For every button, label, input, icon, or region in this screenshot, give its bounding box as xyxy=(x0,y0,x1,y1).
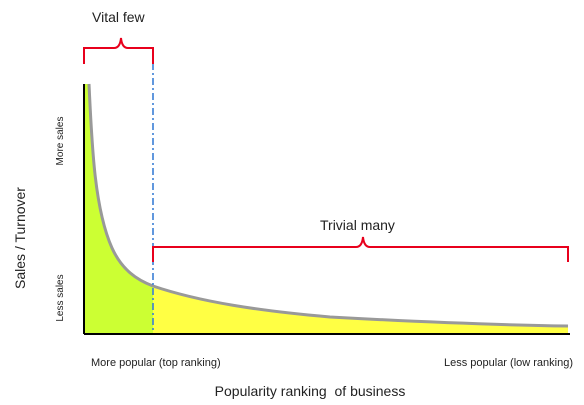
vital-few-bracket xyxy=(83,37,154,64)
trivial-many-bracket xyxy=(152,236,569,262)
trivial-many-label: Trivial many xyxy=(320,217,395,233)
x-left-label: More popular (top ranking) xyxy=(91,357,221,369)
head-area xyxy=(84,84,153,334)
tail-area xyxy=(153,286,568,334)
vital-few-label: Vital few xyxy=(92,9,146,25)
y-high-label: More sales xyxy=(55,117,66,166)
x-right-label: Less popular (low ranking) xyxy=(444,357,573,369)
y-axis-title: Sales / Turnover xyxy=(12,187,28,289)
y-low-label: Less sales xyxy=(55,274,66,321)
x-axis-title: Popularity ranking of business xyxy=(215,383,406,399)
distribution-curve xyxy=(87,83,569,328)
